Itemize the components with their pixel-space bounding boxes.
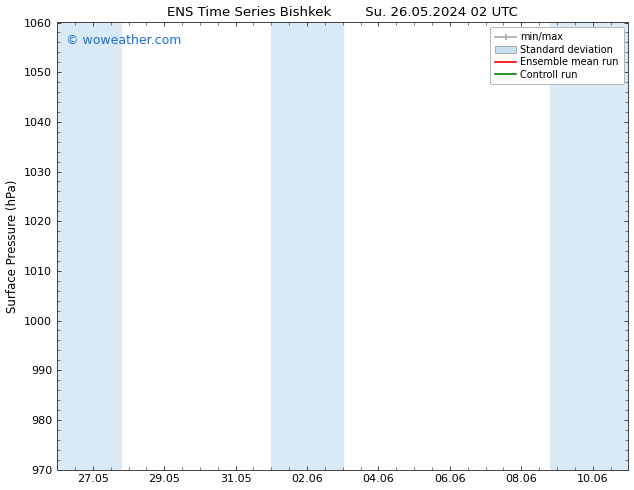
Bar [271,23,343,469]
Y-axis label: Surface Pressure (hPa): Surface Pressure (hPa) [6,179,18,313]
Text: © woweather.com: © woweather.com [66,34,181,47]
Bar [50,23,121,469]
Bar [550,23,634,469]
Legend: min/max, Standard deviation, Ensemble mean run, Controll run: min/max, Standard deviation, Ensemble me… [490,27,624,84]
Title: ENS Time Series Bishkek        Su. 26.05.2024 02 UTC: ENS Time Series Bishkek Su. 26.05.2024 0… [167,5,518,19]
